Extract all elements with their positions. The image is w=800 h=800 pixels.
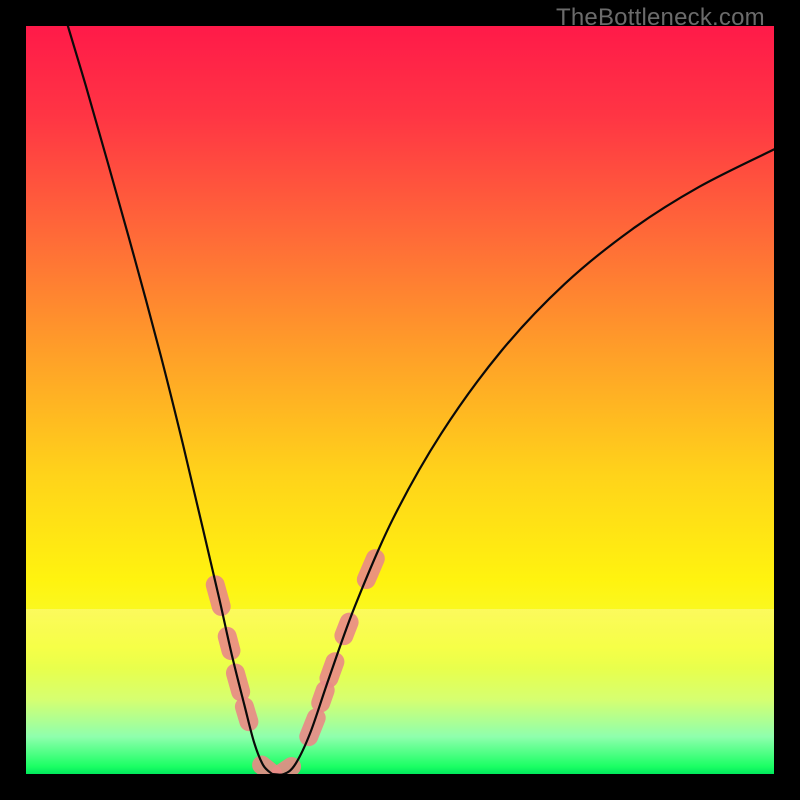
plot-area — [26, 26, 774, 774]
left-branch-curve — [68, 26, 272, 774]
watermark-text: TheBottleneck.com — [556, 4, 765, 32]
marker-layer — [215, 559, 375, 774]
right-branch-curve — [272, 149, 774, 774]
curve-svg — [26, 26, 774, 774]
